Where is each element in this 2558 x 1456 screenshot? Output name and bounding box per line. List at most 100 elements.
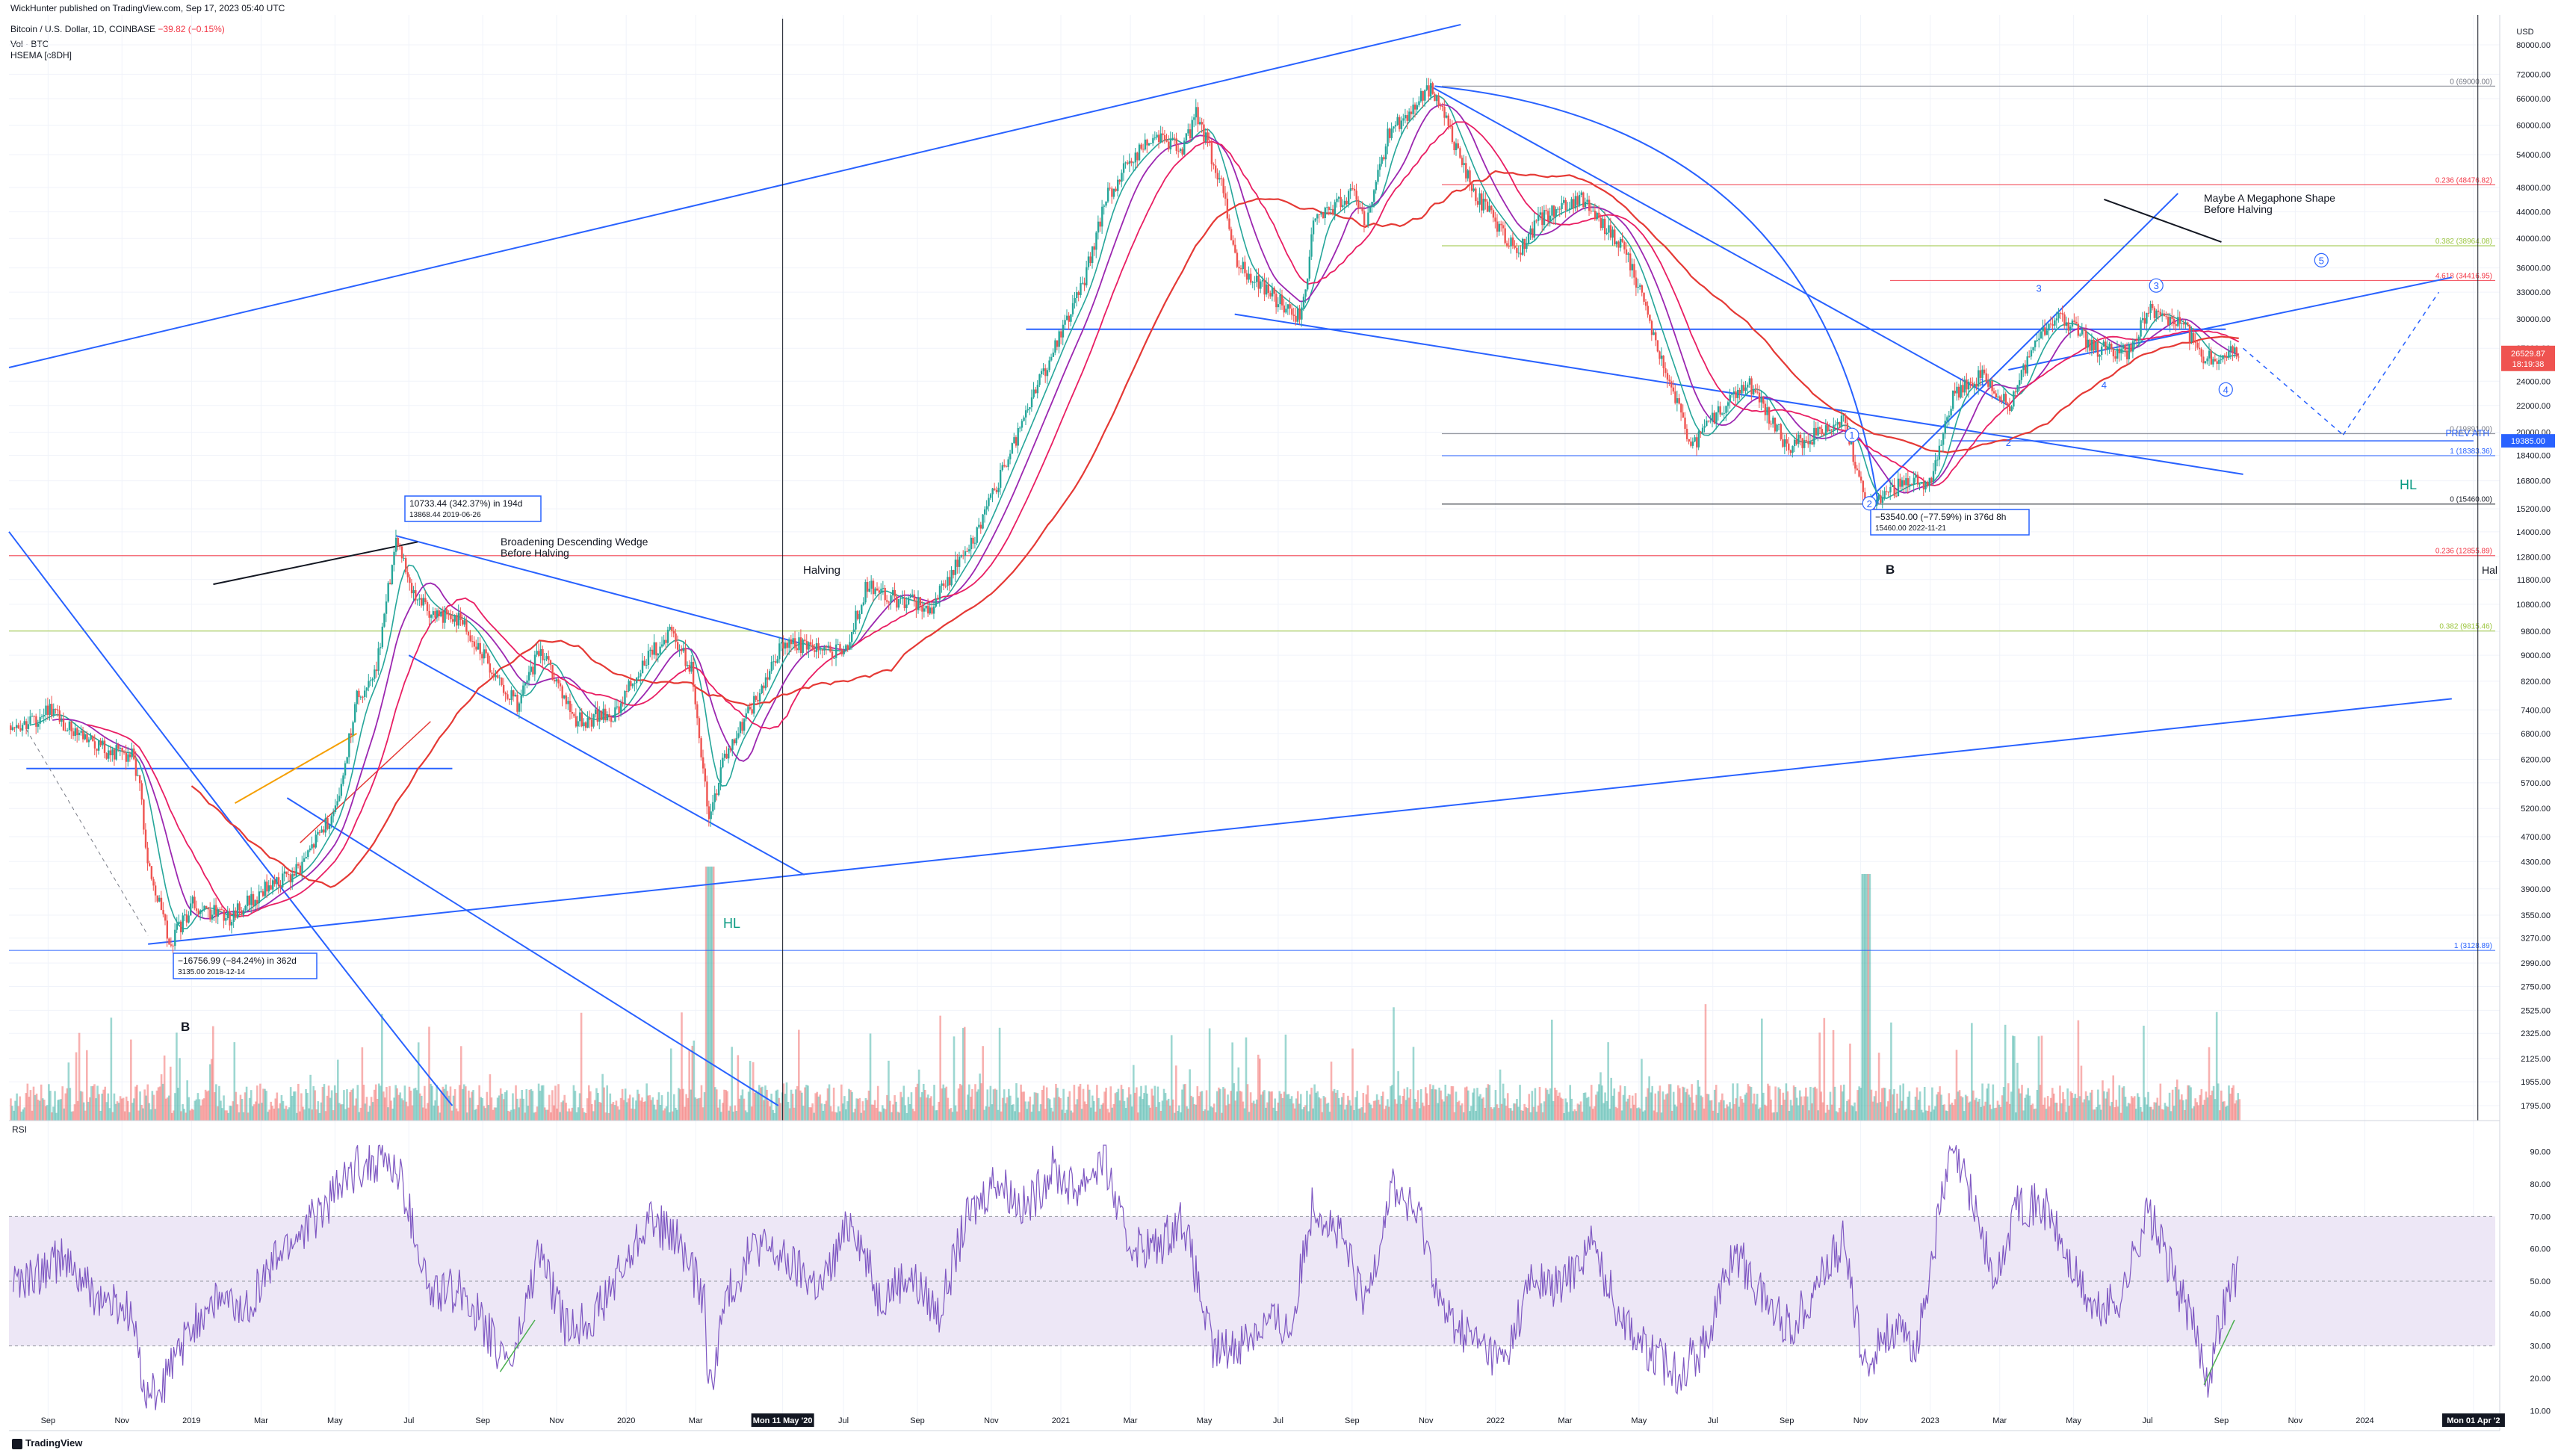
volume-bar <box>1280 1094 1283 1121</box>
volume-bar <box>1278 1091 1281 1121</box>
candle-body <box>1007 459 1009 467</box>
volume-bar <box>798 1029 800 1121</box>
volume-bar <box>645 1083 648 1121</box>
volume-bar <box>20 1111 23 1121</box>
volume-bar <box>1096 1085 1098 1121</box>
volume-bar <box>1893 1088 1895 1121</box>
wedge-annotation-line2: Before Halving <box>501 547 569 559</box>
volume-bar <box>169 1066 172 1121</box>
volume-bar <box>991 1104 994 1121</box>
price-tick-label: 9800.00 <box>2521 628 2551 636</box>
volume-bar <box>1143 1093 1145 1121</box>
volume-bar <box>916 1083 919 1121</box>
candle-body <box>1543 210 1546 226</box>
volume-bar <box>685 1094 687 1121</box>
volume-bar <box>971 1088 973 1121</box>
candle-body <box>270 885 272 890</box>
volume-bar <box>1864 874 1867 1121</box>
candle-body <box>761 685 763 693</box>
candle-body <box>1324 207 1326 218</box>
volume-bar <box>1855 1111 1857 1121</box>
price-tick-label: 5200.00 <box>2521 805 2551 814</box>
candle-body <box>1355 190 1357 200</box>
candle-body <box>188 915 190 923</box>
volume-bar <box>1344 1109 1346 1121</box>
volume-bar <box>1846 1100 1848 1121</box>
volume-bar <box>443 1088 446 1121</box>
candle-body <box>213 905 215 915</box>
time-tick-label: Sep <box>1780 1416 1794 1425</box>
volume-bar <box>335 1092 338 1121</box>
candle-body <box>1932 471 1935 483</box>
candle-body <box>1318 214 1321 215</box>
volume-bar <box>286 1109 289 1121</box>
volume-bar <box>892 1104 894 1121</box>
volume-bar <box>1826 1104 1829 1121</box>
volume-bar <box>96 1085 99 1121</box>
volume-bar <box>2045 1109 2048 1121</box>
volume-bar <box>551 1090 554 1121</box>
volume-bar <box>895 1101 897 1121</box>
volume-bar <box>1348 1100 1351 1121</box>
candle-body <box>1038 374 1041 385</box>
volume-bar <box>843 1096 846 1121</box>
volume-bar <box>1467 1090 1470 1121</box>
candle-body <box>778 643 781 660</box>
candle-body <box>861 604 863 614</box>
volume-bar <box>223 1095 225 1121</box>
candle-body <box>438 610 440 616</box>
candle-body <box>1447 115 1449 126</box>
volume-bar <box>1996 1100 1999 1121</box>
time-tick-label: Nov <box>114 1416 129 1425</box>
candle-body <box>2216 361 2218 365</box>
volume-bar <box>757 1091 759 1121</box>
volume-bar <box>11 1106 13 1121</box>
candle-body <box>52 708 55 716</box>
volume-bar <box>1783 1100 1786 1121</box>
candle-body <box>393 551 395 566</box>
candle-body <box>55 708 57 710</box>
candle-body <box>160 897 163 911</box>
volume-bar <box>346 1089 348 1121</box>
candle-body <box>2105 341 2107 350</box>
volume-bar <box>461 1088 464 1121</box>
candle-body <box>610 716 613 722</box>
volume-bar <box>1663 1099 1666 1121</box>
volume-bar <box>1529 1112 1532 1121</box>
candle-body <box>985 506 988 509</box>
candle-body <box>776 659 778 663</box>
volume-bar <box>353 1105 356 1121</box>
candle-body <box>164 914 167 921</box>
candle-body <box>698 718 701 739</box>
candle-body <box>2153 308 2156 318</box>
candle-body <box>405 558 407 573</box>
price-tick-label: 54000.00 <box>2516 151 2551 160</box>
volume-bar <box>735 1110 738 1121</box>
volume-bar <box>229 1106 231 1121</box>
volume-bar <box>965 1109 967 1121</box>
rsi-tick-label: 60.00 <box>2530 1245 2551 1254</box>
volume-bar <box>164 1098 167 1121</box>
volume-bar <box>2054 1103 2057 1121</box>
candle-body <box>1936 459 1939 461</box>
volume-bar <box>1385 1106 1387 1121</box>
candle-body <box>1891 485 1894 487</box>
volume-bar <box>300 1093 303 1121</box>
candle-body <box>1995 393 1998 398</box>
volume-bar <box>1931 1087 1933 1121</box>
candle-body <box>1177 150 1180 152</box>
volume-bar <box>560 1102 563 1121</box>
candle-body <box>326 818 329 829</box>
volume-bar <box>1099 1109 1101 1121</box>
candle-body <box>1815 427 1818 436</box>
rsi-tick-label: 20.00 <box>2530 1375 2551 1384</box>
volume-bar <box>245 1086 248 1121</box>
volume-bar <box>1123 1100 1126 1121</box>
volume-bar <box>1560 1097 1562 1121</box>
candle-body <box>1655 332 1657 341</box>
candle-body <box>1729 394 1731 403</box>
candle-body <box>1617 241 1620 248</box>
candle-body <box>279 886 282 887</box>
candle-body <box>684 648 687 666</box>
